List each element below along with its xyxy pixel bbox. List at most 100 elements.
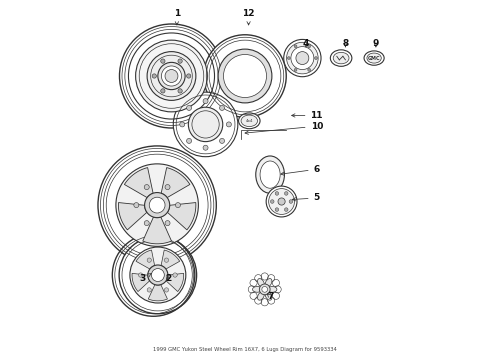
Circle shape	[275, 192, 279, 195]
Circle shape	[161, 59, 165, 63]
Ellipse shape	[268, 287, 277, 292]
Text: 2: 2	[165, 274, 171, 283]
Circle shape	[178, 89, 182, 93]
Circle shape	[165, 185, 170, 190]
Text: 10: 10	[245, 122, 323, 134]
Circle shape	[204, 35, 286, 117]
Circle shape	[152, 74, 156, 78]
Circle shape	[134, 203, 139, 208]
Circle shape	[120, 24, 223, 128]
Circle shape	[151, 269, 164, 282]
Polygon shape	[161, 167, 190, 198]
Circle shape	[226, 122, 231, 127]
Ellipse shape	[265, 279, 272, 287]
Circle shape	[284, 40, 321, 77]
Polygon shape	[124, 167, 153, 198]
Ellipse shape	[239, 113, 260, 129]
Polygon shape	[143, 217, 172, 244]
Circle shape	[147, 288, 151, 292]
Circle shape	[188, 107, 223, 141]
Circle shape	[266, 186, 297, 217]
Polygon shape	[136, 250, 155, 269]
Ellipse shape	[265, 292, 272, 300]
Ellipse shape	[367, 53, 381, 63]
Circle shape	[164, 288, 169, 292]
Text: GMC: GMC	[368, 55, 380, 60]
Circle shape	[203, 99, 208, 104]
Polygon shape	[119, 203, 147, 230]
Text: 3: 3	[140, 274, 151, 283]
Circle shape	[161, 89, 165, 93]
Circle shape	[287, 57, 290, 59]
Circle shape	[220, 105, 224, 111]
Circle shape	[289, 200, 293, 203]
Circle shape	[220, 138, 224, 143]
Polygon shape	[161, 250, 180, 269]
Circle shape	[315, 57, 318, 59]
Circle shape	[278, 198, 285, 205]
Text: 1999 GMC Yukon Steel Wheel Rim 16X7, 6 Lugs Diagram for 9593334: 1999 GMC Yukon Steel Wheel Rim 16X7, 6 L…	[153, 347, 337, 352]
Circle shape	[218, 49, 272, 103]
Circle shape	[164, 258, 169, 262]
Circle shape	[116, 164, 198, 246]
Circle shape	[308, 45, 311, 48]
Circle shape	[262, 287, 268, 292]
Circle shape	[269, 189, 294, 215]
Polygon shape	[148, 285, 168, 301]
Circle shape	[173, 273, 177, 277]
Circle shape	[147, 258, 151, 262]
Circle shape	[149, 197, 165, 213]
Circle shape	[136, 40, 207, 112]
Circle shape	[165, 221, 170, 226]
Circle shape	[270, 200, 274, 203]
Circle shape	[294, 68, 297, 71]
Circle shape	[148, 265, 168, 285]
Ellipse shape	[260, 161, 280, 188]
Circle shape	[119, 236, 196, 314]
Circle shape	[296, 51, 309, 64]
Ellipse shape	[333, 52, 349, 64]
Ellipse shape	[241, 115, 258, 127]
Circle shape	[287, 42, 318, 74]
Ellipse shape	[330, 50, 352, 66]
Circle shape	[180, 122, 185, 127]
Circle shape	[285, 192, 288, 195]
Ellipse shape	[364, 51, 384, 65]
Circle shape	[187, 74, 191, 78]
Polygon shape	[132, 273, 149, 292]
Circle shape	[161, 66, 181, 86]
Circle shape	[173, 92, 238, 157]
Circle shape	[139, 273, 143, 277]
Ellipse shape	[258, 292, 265, 300]
Text: 12: 12	[243, 9, 255, 25]
Circle shape	[165, 69, 178, 82]
Text: 6: 6	[281, 165, 320, 175]
Circle shape	[144, 221, 149, 226]
Circle shape	[98, 146, 216, 264]
Circle shape	[178, 59, 182, 63]
Circle shape	[294, 45, 297, 48]
Text: 5: 5	[293, 193, 320, 202]
Circle shape	[223, 54, 267, 98]
Circle shape	[203, 145, 208, 150]
Text: 8: 8	[343, 39, 348, 48]
Circle shape	[147, 51, 196, 100]
Circle shape	[175, 203, 180, 208]
Circle shape	[130, 247, 186, 303]
Circle shape	[158, 62, 185, 90]
Circle shape	[285, 208, 288, 211]
Text: 11: 11	[292, 111, 323, 120]
Text: 7: 7	[267, 292, 273, 301]
Ellipse shape	[252, 287, 262, 292]
Circle shape	[144, 185, 149, 190]
Circle shape	[291, 46, 314, 69]
Circle shape	[187, 105, 192, 111]
Circle shape	[308, 68, 311, 71]
Polygon shape	[168, 203, 196, 230]
Text: 4x4: 4x4	[245, 119, 253, 123]
Polygon shape	[166, 273, 184, 292]
Circle shape	[145, 193, 170, 218]
Ellipse shape	[256, 156, 285, 193]
Text: 1: 1	[174, 9, 180, 25]
Circle shape	[187, 138, 192, 143]
